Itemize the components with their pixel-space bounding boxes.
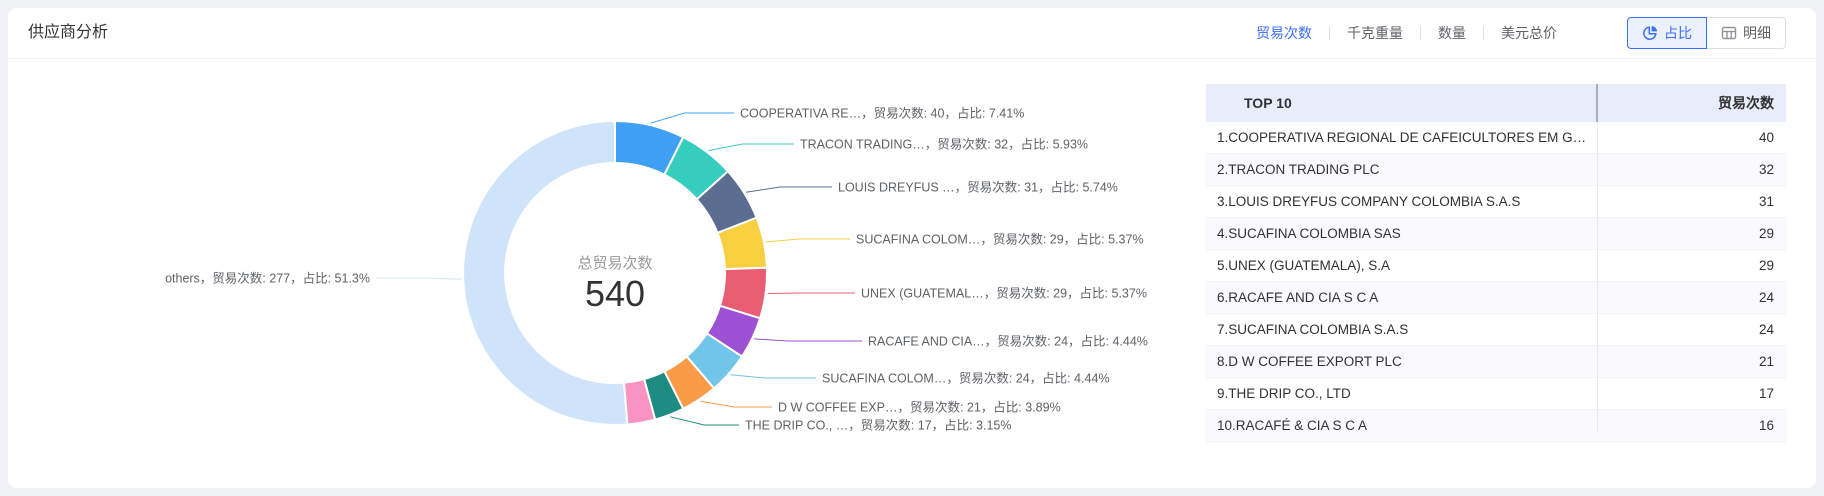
view-toggle-detail[interactable]: 明细	[1706, 17, 1786, 49]
slice-label: THE DRIP CO., …，贸易次数: 17，占比: 3.15%	[745, 418, 1012, 433]
toolbar: 贸易次数 千克重量 数量 美元总价 占比	[1256, 8, 1786, 58]
slice-leader-line	[376, 277, 462, 280]
supplier-name-cell: 6.RACAFE AND CIA S C A	[1217, 290, 1379, 305]
table-row-6: 6.RACAFE AND CIA S C A 24	[1206, 282, 1786, 314]
supplier-name-cell: 2.TRACON TRADING PLC	[1217, 162, 1380, 177]
table-row-10: 10.RACAFÉ & CIA S C A 16	[1206, 410, 1786, 442]
table-body: 1.COOPERATIVA REGIONAL DE CAFEICULTORES …	[1206, 122, 1786, 442]
slice-label: D W COFFEE EXP…，贸易次数: 21，占比: 3.89%	[778, 400, 1061, 415]
donut-center-value: 540	[585, 273, 645, 314]
tab-divider	[1420, 26, 1421, 40]
supplier-analysis-card: 供应商分析 贸易次数 千克重量 数量 美元总价	[8, 8, 1816, 488]
slice-leader-line	[730, 374, 816, 379]
trade-count-cell: 24	[1758, 290, 1774, 305]
tab-divider	[1329, 26, 1330, 40]
trade-count-cell: 29	[1758, 258, 1774, 273]
slice-leader-line	[700, 400, 772, 408]
card-header: 供应商分析 贸易次数 千克重量 数量 美元总价	[8, 8, 1816, 59]
table-icon	[1721, 26, 1737, 40]
table-row-9: 9.THE DRIP CO., LTD 17	[1206, 378, 1786, 410]
pie-chart-icon	[1643, 26, 1657, 40]
trade-count-cell: 32	[1758, 162, 1774, 177]
table-row-3: 3.LOUIS DREYFUS COMPANY COLOMBIA S.A.S 31	[1206, 186, 1786, 218]
supplier-name-cell: 9.THE DRIP CO., LTD	[1217, 386, 1351, 401]
trade-count-cell: 17	[1758, 386, 1774, 401]
slice-leader-line	[767, 292, 855, 294]
slice-leader-line	[670, 416, 739, 426]
card-body: COOPERATIVA RE…，贸易次数: 40，占比: 7.41% TRACON…	[8, 59, 1816, 488]
supplier-name-cell: 4.SUCAFINA COLOMBIA SAS	[1217, 226, 1401, 241]
slice-label: SUCAFINA COLOM…，贸易次数: 24，占比: 4.44%	[822, 371, 1110, 386]
tab-trade-count[interactable]: 贸易次数	[1256, 25, 1312, 41]
donut-slice-11[interactable]	[462, 120, 629, 426]
donut-slices	[462, 120, 768, 426]
tab-usd-total[interactable]: 美元总价	[1501, 25, 1557, 41]
donut-center-label: 总贸易次数	[577, 255, 652, 272]
donut-labels: COOPERATIVA RE…，贸易次数: 40，占比: 7.41% TRACON…	[165, 106, 1148, 433]
supplier-name-cell: 10.RACAFÉ & CIA S C A	[1217, 418, 1368, 433]
table-row-2: 2.TRACON TRADING PLC 32	[1206, 154, 1786, 186]
trade-count-cell: 24	[1758, 322, 1774, 337]
trade-count-cell: 21	[1758, 354, 1774, 369]
trade-count-cell: 29	[1758, 226, 1774, 241]
slice-leader-line	[708, 143, 794, 152]
tab-quantity[interactable]: 数量	[1438, 25, 1466, 41]
slice-label: SUCAFINA COLOM…，贸易次数: 29，占比: 5.37%	[856, 232, 1144, 247]
table-row-8: 8.D W COFFEE EXPORT PLC 21	[1206, 346, 1786, 378]
table-header-trade-count: 贸易次数	[1718, 95, 1774, 111]
page-title: 供应商分析	[28, 24, 109, 41]
supplier-name-cell: 1.COOPERATIVA REGIONAL DE CAFEICULTORES …	[1217, 130, 1587, 145]
slice-leader-line	[754, 338, 862, 342]
slice-leader-line	[746, 186, 832, 193]
top10-table: TOP 10 贸易次数 1.COOPERATIVA REGIONAL DE CA…	[1206, 84, 1786, 442]
slice-label: UNEX (GUATEMAL…，贸易次数: 29，占比: 5.37%	[861, 286, 1147, 301]
supplier-name-cell: 7.SUCAFINA COLOMBIA S.A.S	[1217, 322, 1409, 337]
metric-tabs: 贸易次数 千克重量 数量 美元总价	[1256, 23, 1557, 43]
table-row-1: 1.COOPERATIVA REGIONAL DE CAFEICULTORES …	[1206, 122, 1786, 154]
view-toggle-group: 占比 明细	[1627, 17, 1786, 49]
table-row-4: 4.SUCAFINA COLOMBIA SAS 29	[1206, 218, 1786, 250]
table-header-row: TOP 10 贸易次数	[1206, 84, 1786, 122]
table-column-divider	[1596, 84, 1598, 122]
supplier-name-cell: 8.D W COFFEE EXPORT PLC	[1217, 354, 1402, 369]
slice-label: COOPERATIVA RE…，贸易次数: 40，占比: 7.41%	[740, 106, 1024, 121]
trade-count-cell: 16	[1758, 418, 1774, 433]
slice-label: RACAFE AND CIA…，贸易次数: 24，占比: 4.44%	[868, 334, 1148, 349]
slice-label: others，贸易次数: 277，占比: 51.3%	[165, 271, 370, 286]
table-row-7: 7.SUCAFINA COLOMBIA S.A.S 24	[1206, 314, 1786, 346]
tab-divider	[1483, 26, 1484, 40]
table-row-5: 5.UNEX (GUATEMALA), S.A 29	[1206, 250, 1786, 282]
slice-leader-line	[765, 238, 850, 243]
view-toggle-proportion[interactable]: 占比	[1627, 17, 1707, 49]
supplier-donut-chart: COOPERATIVA RE…，贸易次数: 40，占比: 7.41% TRACON…	[165, 106, 1148, 433]
view-toggle-proportion-label: 占比	[1664, 25, 1692, 41]
view-toggle-detail-label: 明细	[1743, 25, 1771, 41]
supplier-name-cell: 3.LOUIS DREYFUS COMPANY COLOMBIA S.A.S	[1217, 194, 1521, 209]
tab-kg-weight[interactable]: 千克重量	[1347, 25, 1403, 41]
trade-count-cell: 31	[1758, 194, 1774, 209]
trade-count-cell: 40	[1758, 130, 1774, 145]
slice-leader-line	[650, 112, 734, 124]
slice-label: TRACON TRADING…，贸易次数: 32，占比: 5.93%	[800, 137, 1088, 152]
supplier-name-cell: 5.UNEX (GUATEMALA), S.A	[1217, 258, 1391, 273]
slice-label: LOUIS DREYFUS …，贸易次数: 31，占比: 5.74%	[838, 180, 1118, 195]
table-header-top10: TOP 10	[1244, 95, 1292, 111]
table-body-column-divider	[1597, 122, 1598, 432]
